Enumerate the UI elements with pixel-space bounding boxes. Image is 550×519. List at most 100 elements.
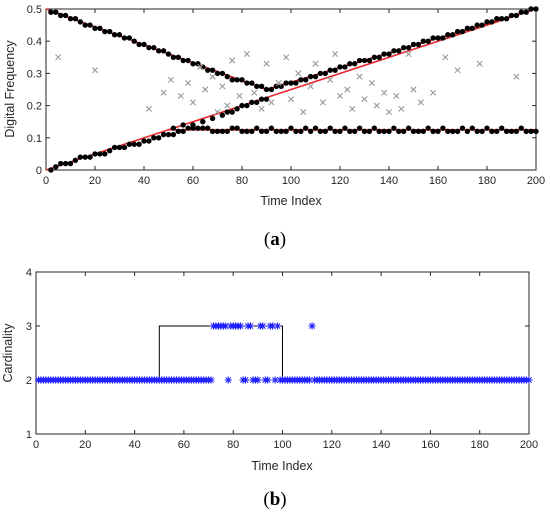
estimate-point-0 bbox=[366, 57, 373, 64]
estimate-point-1 bbox=[293, 128, 299, 135]
estimate-point-0 bbox=[53, 9, 59, 15]
outlier-point bbox=[393, 92, 400, 100]
estimate-point-1 bbox=[249, 128, 255, 135]
estimate-point-0 bbox=[97, 25, 103, 32]
x-tick-label-b: 180 bbox=[471, 439, 489, 451]
estimate-point-0 bbox=[58, 12, 64, 19]
estimate-point-0 bbox=[352, 61, 358, 67]
estimate-point-0 bbox=[464, 25, 471, 32]
estimate-point-0 bbox=[342, 64, 348, 70]
y-tick-label-a: 0 bbox=[36, 165, 42, 177]
outlier-point bbox=[300, 108, 307, 116]
outlier-point bbox=[177, 92, 184, 100]
cardinality-estimate-point bbox=[264, 376, 272, 384]
estimate-point-0 bbox=[401, 44, 407, 51]
outlier-point bbox=[55, 54, 62, 61]
estimate-point-0 bbox=[513, 12, 520, 19]
estimate-point-0 bbox=[244, 80, 250, 86]
estimate-point-1 bbox=[102, 151, 108, 157]
estimate-point-1 bbox=[263, 128, 270, 135]
estimate-point-1 bbox=[141, 138, 147, 144]
outlier-point bbox=[167, 76, 175, 83]
estimate-point-0 bbox=[503, 15, 510, 22]
outlier-point bbox=[197, 63, 204, 71]
x-tick-label-b: 140 bbox=[372, 439, 390, 451]
estimate-point-0 bbox=[435, 35, 441, 41]
estimate-point-1 bbox=[499, 125, 505, 131]
estimate-point-0 bbox=[391, 48, 397, 54]
x-tick-label-a: 80 bbox=[236, 175, 248, 187]
estimate-point-1 bbox=[518, 125, 524, 131]
estimate-point-0 bbox=[258, 83, 265, 89]
estimate-point-1 bbox=[528, 128, 534, 135]
estimate-point-1 bbox=[484, 125, 490, 131]
cardinality-estimate-point bbox=[236, 322, 245, 330]
x-axis-label-b: Time Index bbox=[251, 459, 313, 473]
outlier-point bbox=[263, 60, 270, 67]
estimate-point-0 bbox=[381, 51, 387, 57]
outlier-point bbox=[268, 99, 275, 106]
estimate-point-1 bbox=[479, 128, 485, 135]
outlier-point bbox=[287, 96, 295, 103]
cardinality-estimate-point bbox=[246, 322, 255, 330]
estimate-point-1 bbox=[156, 135, 162, 141]
estimate-point-1 bbox=[146, 138, 152, 144]
estimate-point-0 bbox=[528, 6, 534, 12]
estimate-point-0 bbox=[518, 9, 524, 15]
estimate-point-0 bbox=[405, 44, 412, 51]
ticks-b: 0 20 40 60 80 100 120 140 160 180 200 1 2 3 4 bbox=[26, 267, 538, 451]
estimate-point-0 bbox=[214, 70, 221, 77]
estimate-point-1 bbox=[347, 128, 353, 135]
cardinality-estimate-point bbox=[306, 376, 314, 384]
estimate-point-2 bbox=[263, 96, 270, 102]
estimate-point-1 bbox=[72, 157, 79, 164]
estimate-point-2 bbox=[180, 122, 186, 128]
estimate-point-1 bbox=[288, 125, 294, 131]
estimate-point-0 bbox=[205, 67, 211, 73]
estimate-point-0 bbox=[136, 41, 142, 48]
x-tick-label-b: 0 bbox=[33, 439, 39, 451]
y-tick-label-b: 1 bbox=[26, 429, 32, 441]
estimate-point-1 bbox=[116, 144, 123, 151]
outlier-point bbox=[160, 89, 167, 96]
estimate-point-1 bbox=[48, 167, 54, 173]
estimate-point-0 bbox=[454, 28, 461, 35]
estimate-point-1 bbox=[58, 160, 64, 167]
estimate-point-1 bbox=[464, 128, 471, 135]
estimate-point-0 bbox=[87, 22, 93, 28]
estimate-point-2 bbox=[190, 122, 196, 128]
estimate-point-2 bbox=[244, 102, 250, 109]
estimate-point-1 bbox=[107, 147, 113, 154]
estimate-point-2 bbox=[200, 119, 206, 125]
estimate-point-0 bbox=[445, 32, 451, 38]
estimate-point-1 bbox=[391, 125, 397, 131]
x-axis-label-a: Time Index bbox=[260, 194, 322, 208]
estimate-point-1 bbox=[126, 141, 132, 147]
cardinality-estimate-point bbox=[224, 376, 232, 384]
marks-a bbox=[48, 6, 539, 173]
estimate-point-1 bbox=[401, 128, 407, 135]
outlier-point bbox=[442, 54, 449, 61]
estimate-point-0 bbox=[249, 80, 255, 86]
estimate-point-1 bbox=[67, 160, 74, 167]
outlier-point bbox=[356, 73, 363, 80]
estimate-point-0 bbox=[190, 61, 196, 67]
y-tick-label-a: 0.5 bbox=[27, 4, 42, 16]
outlier-point bbox=[202, 86, 209, 93]
estimate-point-1 bbox=[239, 128, 245, 135]
x-tick-label-a: 180 bbox=[478, 175, 496, 187]
outlier-point bbox=[229, 57, 236, 64]
outlier-point bbox=[385, 108, 393, 116]
estimate-point-0 bbox=[298, 77, 304, 83]
estimate-point-1 bbox=[405, 125, 412, 131]
estimate-point-0 bbox=[303, 77, 309, 83]
estimate-point-1 bbox=[92, 151, 98, 157]
estimate-point-1 bbox=[298, 128, 304, 135]
estimate-point-1 bbox=[268, 125, 275, 131]
estimate-point-0 bbox=[508, 12, 515, 19]
x-tick-label-a: 0 bbox=[43, 175, 49, 187]
estimate-point-1 bbox=[303, 125, 309, 131]
outlier-point bbox=[349, 105, 356, 112]
estimate-point-1 bbox=[307, 128, 314, 135]
estimate-point-1 bbox=[258, 128, 265, 135]
